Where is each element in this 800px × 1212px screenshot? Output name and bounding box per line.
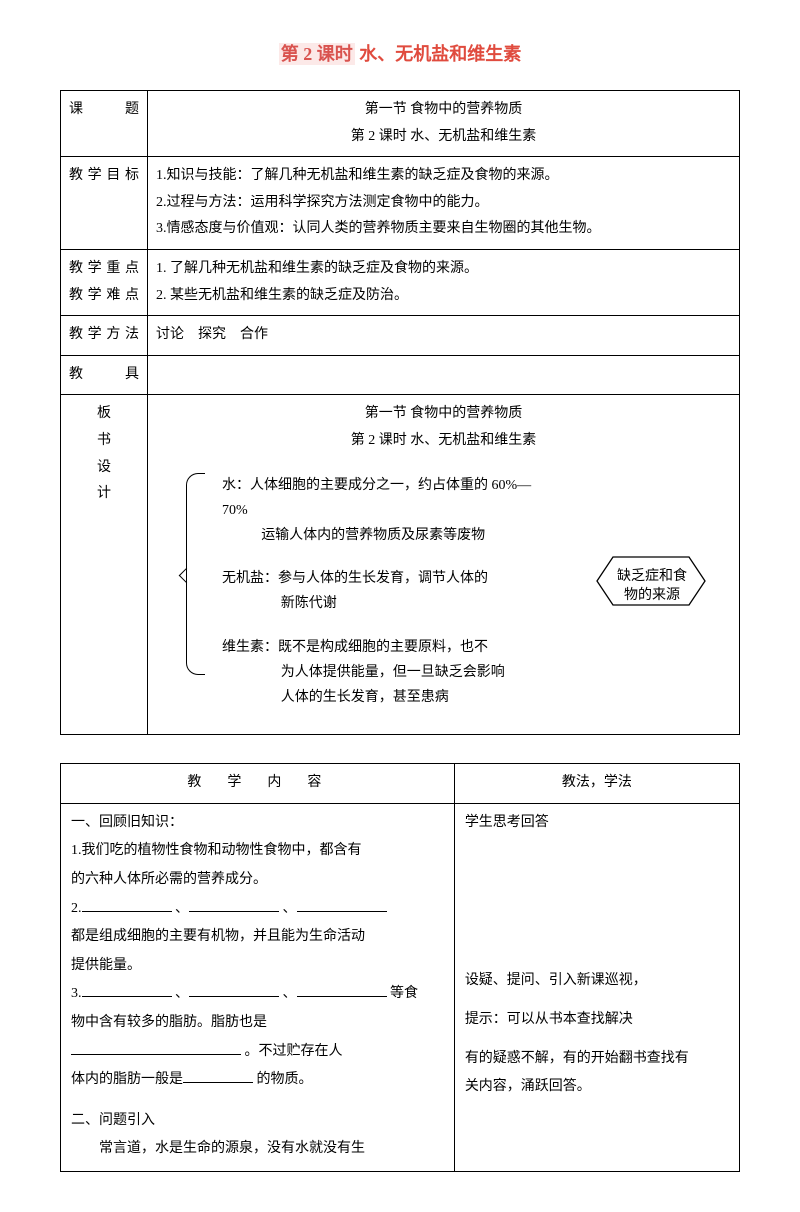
- lesson-plan-table: 课题 第一节 食物中的营养物质 第 2 课时 水、无机盐和维生素 教学目标 1.…: [60, 90, 740, 735]
- topic-cell: 第一节 食物中的营养物质 第 2 课时 水、无机盐和维生素: [148, 91, 740, 157]
- table-row: 教具: [61, 355, 740, 395]
- goal-cell: 1.知识与技能：了解几种无机盐和维生素的缺乏症及食物的来源。 2.过程与方法：运…: [148, 157, 740, 250]
- content-header-left: 教 学 内 容: [61, 764, 455, 804]
- focus-2: 2. 某些无机盐和维生素的缺乏症及防治。: [156, 283, 731, 310]
- teaching-content-table: 教 学 内 容 教法，学法 一、回顾旧知识： 1.我们吃的植物性食物和动物性食物…: [60, 763, 740, 1172]
- blank-input[interactable]: [297, 982, 387, 997]
- table-row: 教学目标 1.知识与技能：了解几种无机盐和维生素的缺乏症及食物的来源。 2.过程…: [61, 157, 740, 250]
- blank-input[interactable]: [82, 897, 172, 912]
- review-heading: 一、回顾旧知识：: [71, 810, 444, 837]
- focus-label-1: 教学重点: [69, 256, 139, 283]
- brace-icon: [186, 473, 205, 675]
- blank-input[interactable]: [189, 982, 279, 997]
- goal-label: 教学目标: [61, 157, 148, 250]
- fill-blank-3: 3. 、 、 等食: [71, 981, 444, 1008]
- content-right: 学生思考回答 设疑、提问、引入新课巡视， 提示：可以从书本查找解决 有的疑惑不解…: [454, 803, 739, 1171]
- focus-label-2: 教学难点: [69, 283, 139, 310]
- board-design-cell: 第一节 食物中的营养物质 第 2 课时 水、无机盐和维生素 水：人体细胞的主要成…: [148, 395, 740, 735]
- fill-blank-2: 2. 、 、: [71, 896, 444, 923]
- topic-line2: 第 2 课时 水、无机盐和维生素: [156, 124, 731, 151]
- blank-input[interactable]: [71, 1040, 241, 1055]
- blank-input[interactable]: [297, 897, 387, 912]
- board-design-label: 板书设计: [61, 395, 148, 735]
- topic-label: 课题: [61, 91, 148, 157]
- blank-input[interactable]: [183, 1068, 253, 1083]
- question-intro: 二、问题引入: [71, 1108, 444, 1135]
- title-rest: 水、无机盐和维生素: [355, 44, 522, 64]
- table-row: 课题 第一节 食物中的营养物质 第 2 课时 水、无机盐和维生素: [61, 91, 740, 157]
- table-row: 教学方法 讨论 探究 合作: [61, 316, 740, 356]
- diagram-vitamin: 维生素：既不是构成细胞的主要原料，也不 为人体提供能量，但一旦缺乏会影响 人体的…: [222, 635, 551, 711]
- blank-input[interactable]: [189, 897, 279, 912]
- focus-label: 教学重点 教学难点: [61, 249, 148, 315]
- goal-3: 3.情感态度与价值观：认同人类的营养物质主要来自生物圈的其他生物。: [156, 216, 731, 243]
- focus-cell: 1. 了解几种无机盐和维生素的缺乏症及食物的来源。 2. 某些无机盐和维生素的缺…: [148, 249, 740, 315]
- topic-line1: 第一节 食物中的营养物质: [156, 97, 731, 124]
- method-cell: 讨论 探究 合作: [148, 316, 740, 356]
- content-header-right: 教法，学法: [454, 764, 739, 804]
- page-title: 第 2 课时 水、无机盐和维生素: [60, 40, 740, 66]
- board-line2: 第 2 课时 水、无机盐和维生素: [156, 428, 731, 455]
- tool-cell: [148, 355, 740, 395]
- tool-label: 教具: [61, 355, 148, 395]
- blank-input[interactable]: [82, 982, 172, 997]
- table-row: 教 学 内 容 教法，学法: [61, 764, 740, 804]
- board-diagram: 水：人体细胞的主要成分之一，约占体重的 60%—70% 运输人体内的营养物质及尿…: [186, 473, 731, 711]
- hexagon-callout: 缺乏症和食 物的来源: [581, 553, 721, 609]
- table-row: 板书设计 第一节 食物中的营养物质 第 2 课时 水、无机盐和维生素 水：人体细…: [61, 395, 740, 735]
- method-label: 教学方法: [61, 316, 148, 356]
- diagram-salt: 无机盐：参与人体的生长发育，调节人体的 新陈代谢: [222, 566, 551, 616]
- table-row: 教学重点 教学难点 1. 了解几种无机盐和维生素的缺乏症及食物的来源。 2. 某…: [61, 249, 740, 315]
- board-line1: 第一节 食物中的营养物质: [156, 401, 731, 428]
- content-left: 一、回顾旧知识： 1.我们吃的植物性食物和动物性食物中，都含有 的六种人体所必需…: [61, 803, 455, 1171]
- focus-1: 1. 了解几种无机盐和维生素的缺乏症及食物的来源。: [156, 256, 731, 283]
- table-row: 一、回顾旧知识： 1.我们吃的植物性食物和动物性食物中，都含有 的六种人体所必需…: [61, 803, 740, 1171]
- goal-2: 2.过程与方法：运用科学探究方法测定食物中的能力。: [156, 190, 731, 217]
- title-highlight: 第 2 课时: [279, 43, 355, 65]
- goal-1: 1.知识与技能：了解几种无机盐和维生素的缺乏症及食物的来源。: [156, 163, 731, 190]
- diagram-water: 水：人体细胞的主要成分之一，约占体重的 60%—70% 运输人体内的营养物质及尿…: [222, 473, 551, 549]
